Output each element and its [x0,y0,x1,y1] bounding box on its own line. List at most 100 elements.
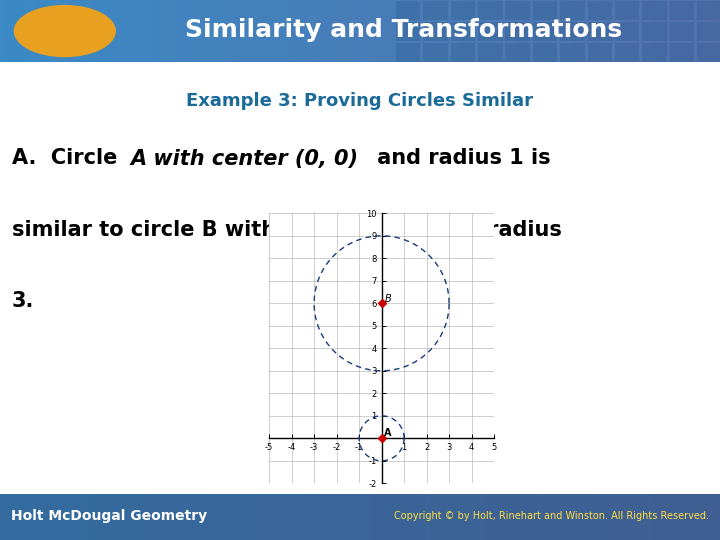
Bar [47,0,50,62]
Bar [54,0,58,62]
Bar [353,494,356,540]
Bar [295,494,299,540]
Bar [713,0,716,62]
Bar [670,0,673,62]
Bar [423,22,448,41]
Bar [68,0,72,62]
Bar [403,494,407,540]
Bar [706,494,709,540]
Bar [569,0,572,62]
Bar [4,0,7,62]
Bar [187,494,191,540]
Bar [695,0,698,62]
Bar [490,494,493,540]
Bar [637,494,641,540]
Bar [11,0,14,62]
Bar [32,0,36,62]
Bar [180,494,184,540]
Bar [684,0,688,62]
Bar [360,0,364,62]
Bar [472,0,475,62]
Text: B: B [384,294,391,303]
Bar [451,1,475,20]
Bar [302,0,306,62]
Bar [576,494,580,540]
Bar [439,494,443,540]
Bar [328,494,331,540]
Bar [162,0,166,62]
Bar [403,0,407,62]
Bar [709,0,713,62]
Bar [594,0,598,62]
Bar [533,494,536,540]
Bar [626,494,630,540]
Bar [605,494,608,540]
Bar [288,0,292,62]
Bar [245,0,248,62]
Bar [216,0,220,62]
Bar [540,494,544,540]
Bar [115,494,119,540]
Bar [313,494,317,540]
Bar [374,0,378,62]
Bar [407,494,410,540]
Bar [320,494,324,540]
Bar [371,0,374,62]
Bar [697,1,720,20]
Bar [108,0,112,62]
Bar [104,0,108,62]
Bar [25,0,29,62]
Bar [468,494,472,540]
Text: Copyright © by Holt, Rinehart and Winston. All Rights Reserved.: Copyright © by Holt, Rinehart and Winsto… [395,511,709,521]
Bar [526,494,529,540]
Bar [223,494,227,540]
Bar [508,494,511,540]
Bar [551,494,554,540]
Bar [40,494,43,540]
Bar [61,494,65,540]
Bar [317,0,320,62]
Bar [697,44,720,62]
Bar [223,0,227,62]
Bar [205,494,209,540]
Bar [608,0,612,62]
Bar [468,0,472,62]
Bar [101,494,104,540]
Bar [176,0,180,62]
Bar [540,0,544,62]
Bar [634,0,637,62]
Bar [432,494,436,540]
Bar [425,0,428,62]
Bar [349,494,353,540]
Bar [371,494,374,540]
Bar [68,494,72,540]
Bar [709,494,713,540]
Bar [615,1,639,20]
Bar [590,0,594,62]
Bar [601,0,605,62]
Bar [119,0,122,62]
Bar [428,0,432,62]
Bar [396,494,400,540]
Bar [588,22,612,41]
Bar [83,494,86,540]
Bar [198,0,202,62]
Bar [274,494,277,540]
Bar [410,494,414,540]
Bar [248,494,252,540]
Bar [508,0,511,62]
Bar [511,0,515,62]
Bar [18,494,22,540]
Bar [418,0,421,62]
Bar [205,0,209,62]
Bar [191,0,194,62]
Bar [698,494,702,540]
Bar [112,494,115,540]
Bar [544,0,547,62]
Bar [662,494,666,540]
Bar [478,44,503,62]
Bar [310,0,313,62]
Bar [642,1,667,20]
Text: Example 3: Proving Circles Similar: Example 3: Proving Circles Similar [186,92,534,110]
Bar [79,494,83,540]
